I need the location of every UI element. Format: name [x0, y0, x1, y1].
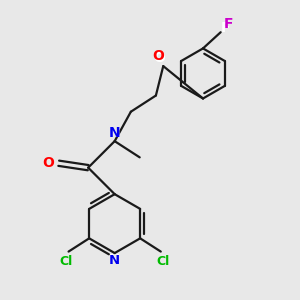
Text: O: O: [42, 156, 54, 170]
Text: F: F: [221, 21, 231, 35]
Text: N: N: [109, 254, 120, 267]
Text: O: O: [43, 156, 54, 170]
Text: Cl: Cl: [157, 255, 170, 268]
Text: O: O: [152, 49, 164, 63]
Text: N: N: [109, 126, 121, 140]
Text: N: N: [109, 253, 120, 266]
Text: O: O: [153, 51, 165, 65]
Text: N: N: [109, 126, 121, 140]
Text: Cl: Cl: [60, 255, 73, 268]
Text: F: F: [224, 17, 233, 31]
